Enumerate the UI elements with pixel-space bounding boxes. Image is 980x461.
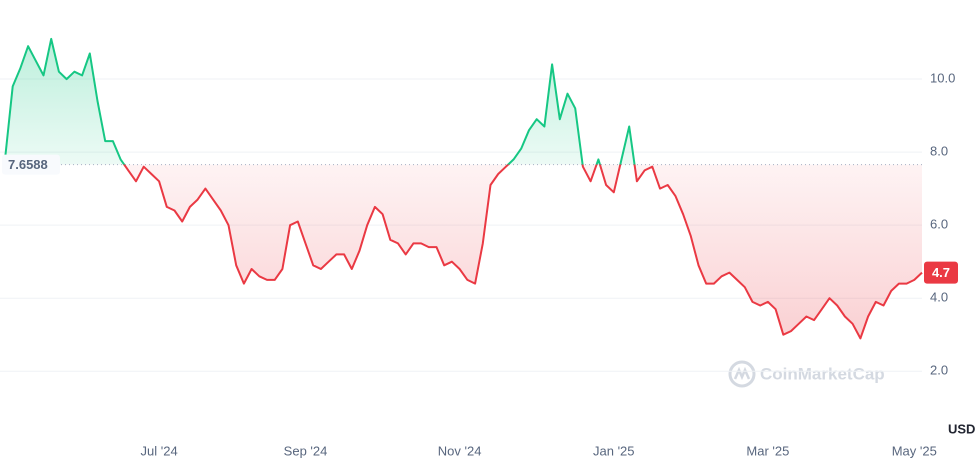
watermark-text: CoinMarketCap bbox=[760, 364, 885, 383]
x-tick-label: Jan '25 bbox=[593, 443, 635, 458]
x-tick-label: Jul '24 bbox=[141, 443, 178, 458]
y-tick-label: 6.0 bbox=[930, 217, 948, 232]
x-tick-label: Mar '25 bbox=[746, 443, 789, 458]
baseline-label: 7.6588 bbox=[8, 157, 48, 172]
y-tick-label: 2.0 bbox=[930, 363, 948, 378]
y-tick-label: 8.0 bbox=[930, 144, 948, 159]
baseline-badge bbox=[2, 154, 60, 175]
watermark: CoinMarketCap bbox=[728, 360, 885, 388]
x-tick-label: Nov '24 bbox=[438, 443, 482, 458]
price-line bbox=[4, 37, 923, 340]
y-axis-label: USD bbox=[948, 421, 975, 436]
y-tick-label: 4.0 bbox=[930, 290, 948, 305]
x-tick-label: May '25 bbox=[892, 443, 937, 458]
current-price-label: 4.7 bbox=[932, 265, 950, 280]
price-area bbox=[5, 38, 922, 339]
y-tick-label: 10.0 bbox=[930, 70, 955, 85]
current-price-badge bbox=[924, 261, 958, 284]
x-tick-label: Sep '24 bbox=[284, 443, 328, 458]
